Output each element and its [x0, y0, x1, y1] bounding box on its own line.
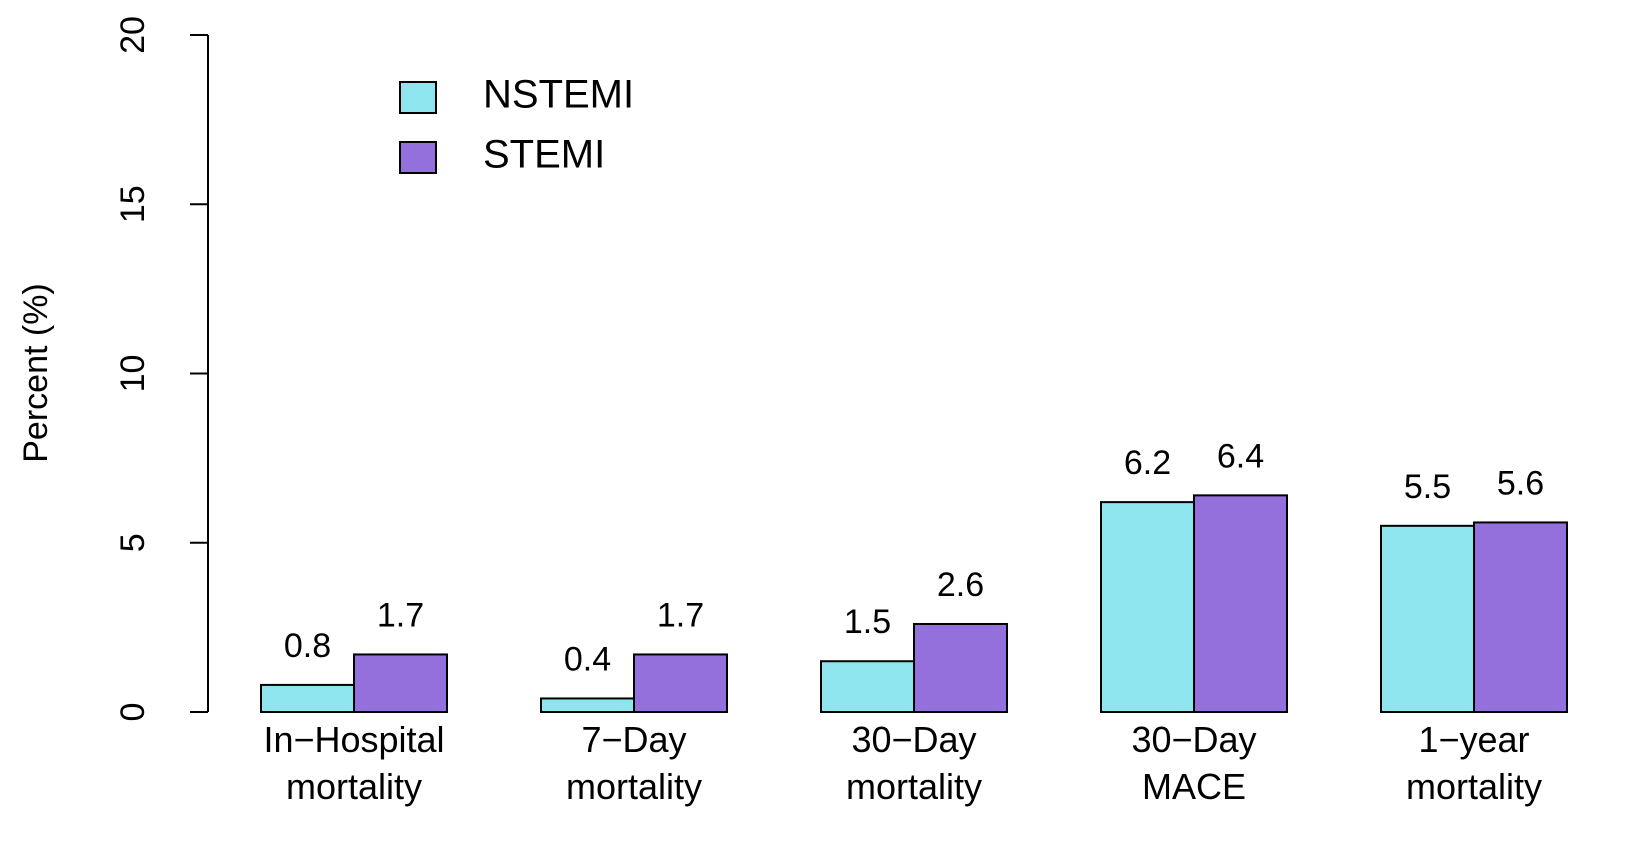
- x-tick-label: 30−Day MACE: [1131, 719, 1257, 807]
- bar: [540, 697, 635, 714]
- bar: [1100, 501, 1195, 713]
- bar: [353, 653, 448, 714]
- value-label: 1.5: [844, 603, 891, 641]
- x-tick-label: 7−Day mortality: [565, 719, 703, 807]
- value-label: 6.4: [1217, 437, 1264, 475]
- x-tick-label: In−Hospital mortality: [263, 719, 445, 807]
- x-tick-label: 30−Day mortality: [845, 719, 983, 807]
- value-label: 1.7: [657, 596, 704, 634]
- y-tick-label: 10: [114, 355, 152, 393]
- value-label: 5.6: [1497, 464, 1544, 502]
- bar: [820, 660, 915, 713]
- bar: [1473, 521, 1568, 713]
- y-axis-label: Percent (%): [17, 283, 55, 463]
- value-label: 6.2: [1124, 444, 1171, 482]
- bar: [1193, 494, 1288, 713]
- bar: [260, 683, 355, 713]
- y-tick-label: 5: [114, 533, 152, 552]
- x-tick-label: 1−year mortality: [1405, 719, 1543, 807]
- bar: [633, 653, 728, 714]
- legend-swatch: [399, 81, 437, 114]
- y-tick-label: 15: [114, 185, 152, 223]
- value-label: 1.7: [377, 596, 424, 634]
- bar: [1380, 524, 1475, 714]
- value-label: 0.8: [284, 627, 331, 665]
- legend-label: NSTEMI: [483, 73, 634, 117]
- bar: [913, 622, 1008, 713]
- value-label: 0.4: [564, 640, 611, 678]
- y-tick-label: 0: [114, 703, 152, 722]
- value-label: 2.6: [937, 566, 984, 604]
- legend-label: STEMI: [483, 133, 605, 177]
- value-label: 5.5: [1404, 468, 1451, 506]
- y-tick-label: 20: [114, 16, 152, 54]
- legend-swatch: [399, 141, 437, 174]
